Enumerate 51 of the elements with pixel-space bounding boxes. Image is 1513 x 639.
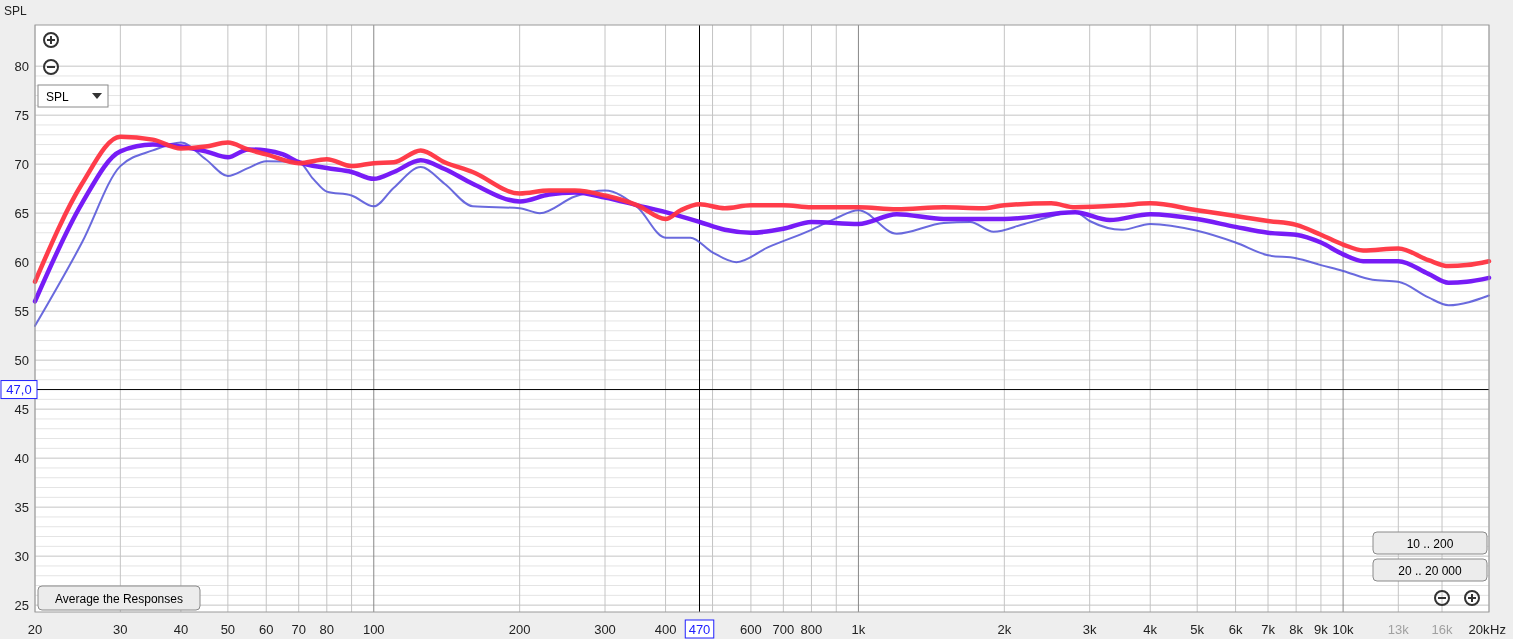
x-tick-label: 200 <box>508 622 531 637</box>
x-tick-label: 1k <box>851 622 866 637</box>
y-tick-label: 45 <box>14 401 29 417</box>
y-tick-label: 65 <box>14 205 29 221</box>
x-tick-label: 400 <box>654 622 677 637</box>
x-tick-label: 800 <box>800 622 823 637</box>
x-tick-label: 80 <box>319 622 335 637</box>
y-tick-label: 40 <box>14 450 29 466</box>
annotation: 10 .. 200 <box>1406 536 1454 551</box>
x-tick-label: 600 <box>740 622 762 637</box>
x-tick-label: 8k <box>1289 622 1304 637</box>
x-tick-label: 4k <box>1143 622 1158 637</box>
x-tick-label: 5k <box>1190 622 1205 637</box>
ref-line-label: 47,0 <box>6 382 32 398</box>
x-tick-label: 70 <box>291 622 306 637</box>
x-tick-label: 300 <box>594 622 616 637</box>
button: 20 .. 20 000 <box>1372 558 1488 582</box>
y-tick-label: 50 <box>14 352 29 368</box>
x-axis-title: Hz <box>1490 622 1506 637</box>
x-tick-label: 20 <box>27 622 43 637</box>
x-tick-label: 7k <box>1261 622 1276 637</box>
x-tick-label: 3k <box>1082 622 1098 637</box>
ref-line-label: 470 <box>688 622 711 637</box>
x-tick-label: 6k <box>1228 622 1243 637</box>
x-tick-label: 30 <box>113 622 128 637</box>
y-tick-label: 60 <box>14 254 29 270</box>
x-tick-label: 10k <box>1332 622 1355 637</box>
y-tick-label: 75 <box>14 107 29 123</box>
y-tick-label: 30 <box>14 548 29 564</box>
x-tick-label: 16k <box>1431 622 1454 637</box>
x-tick-label: 13k <box>1387 622 1410 637</box>
x-tick-label: 40 <box>173 622 189 637</box>
y-tick-label: 25 <box>14 597 29 613</box>
annotation: SPL <box>46 90 70 104</box>
button: 10 .. 200 <box>1372 531 1488 555</box>
x-tick-label: 60 <box>259 622 274 637</box>
y-tick-label: 80 <box>14 58 29 74</box>
button: Average the Responses <box>37 585 201 611</box>
dropdown-field: SPL <box>37 84 109 108</box>
x-tick-label: 2k <box>997 622 1012 637</box>
annotation: Average the Responses <box>55 591 183 606</box>
annotation: 20 .. 20 000 <box>1398 563 1463 578</box>
x-tick-label: 9k <box>1314 622 1329 637</box>
x-tick-label: 20k <box>1468 622 1490 637</box>
y-tick-label: 55 <box>14 303 29 319</box>
x-tick-label: 50 <box>220 622 236 637</box>
y-tick-label: 35 <box>14 499 29 515</box>
x-tick-label: 700 <box>772 622 795 637</box>
y-axis-title: SPL <box>4 4 28 18</box>
x-tick-label: 100 <box>362 622 385 637</box>
y-tick-label: 70 <box>14 156 29 172</box>
